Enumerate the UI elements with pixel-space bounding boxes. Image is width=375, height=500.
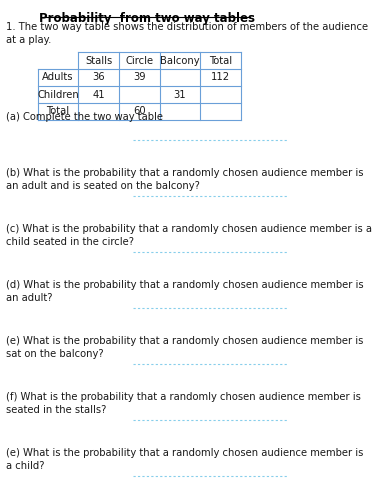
Text: 31: 31 bbox=[174, 90, 186, 100]
Text: 41: 41 bbox=[92, 90, 105, 100]
Text: 1. The two way table shows the distribution of members of the audience
at a play: 1. The two way table shows the distribut… bbox=[6, 22, 368, 45]
Text: (e) What is the probability that a randomly chosen audience member is
sat on the: (e) What is the probability that a rando… bbox=[6, 336, 364, 359]
Text: Stalls: Stalls bbox=[85, 56, 112, 66]
Text: 39: 39 bbox=[133, 72, 146, 83]
Text: (c) What is the probability that a randomly chosen audience member is a
child se: (c) What is the probability that a rando… bbox=[6, 224, 372, 247]
Text: Adults: Adults bbox=[42, 72, 74, 83]
Text: Balcony: Balcony bbox=[160, 56, 200, 66]
Text: (f) What is the probability that a randomly chosen audience member is
seated in : (f) What is the probability that a rando… bbox=[6, 392, 361, 415]
Text: 60: 60 bbox=[133, 106, 146, 117]
Text: (a) Complete the two way table: (a) Complete the two way table bbox=[6, 112, 163, 122]
Text: (b) What is the probability that a randomly chosen audience member is
an adult a: (b) What is the probability that a rando… bbox=[6, 168, 364, 191]
Text: 36: 36 bbox=[92, 72, 105, 83]
Text: (e) What is the probability that a randomly chosen audience member is
a child?: (e) What is the probability that a rando… bbox=[6, 448, 364, 471]
Text: 112: 112 bbox=[211, 72, 230, 83]
Text: Children: Children bbox=[37, 90, 79, 100]
Text: Total: Total bbox=[209, 56, 232, 66]
Text: (d) What is the probability that a randomly chosen audience member is
an adult?: (d) What is the probability that a rando… bbox=[6, 280, 364, 303]
Text: Probability  from two way tables: Probability from two way tables bbox=[39, 12, 255, 25]
Text: Circle: Circle bbox=[125, 56, 153, 66]
Text: Total: Total bbox=[46, 106, 69, 117]
